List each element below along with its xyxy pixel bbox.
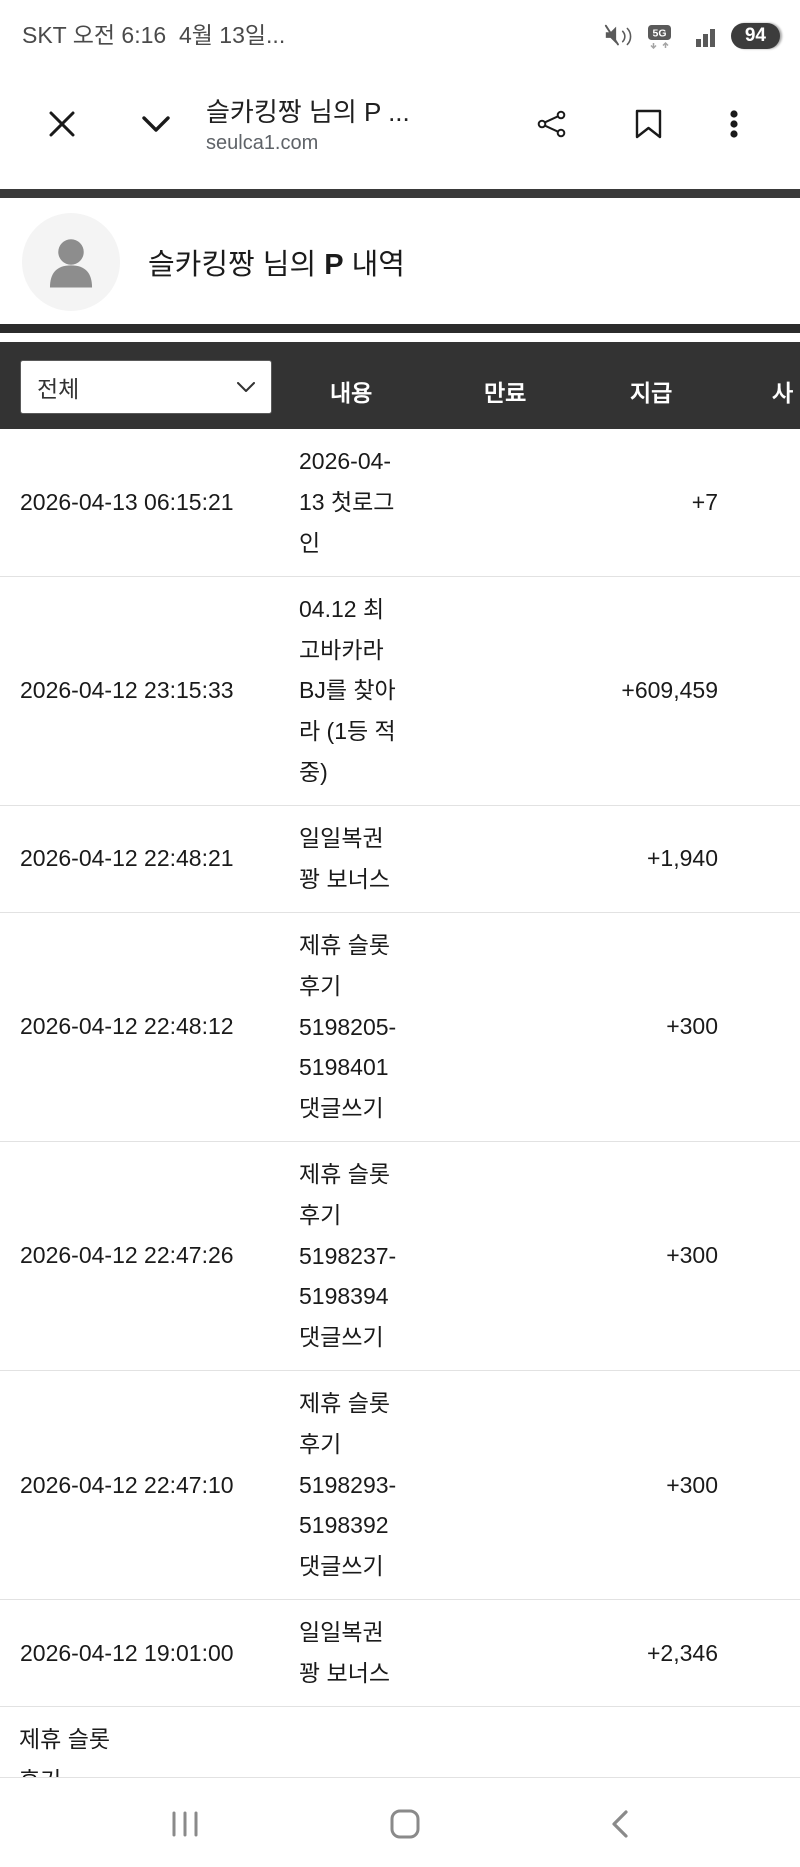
svg-text:5G: 5G — [652, 28, 666, 40]
